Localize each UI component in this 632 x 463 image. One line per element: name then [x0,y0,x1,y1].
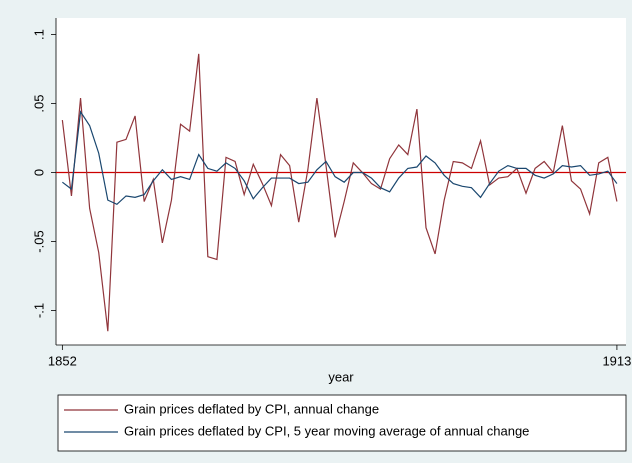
series-line [61,110,618,205]
y-tick-label: .05 [31,95,46,113]
legend-label: Grain prices deflated by CPI, annual cha… [124,401,379,416]
legend-label: Grain prices deflated by CPI, 5 year mov… [124,423,529,438]
plot-area [56,18,626,345]
x-tick-label: 1852 [48,353,77,368]
y-tick-label: -.1 [31,303,46,318]
series-line [61,53,618,332]
x-tick-label: 1913 [602,353,631,368]
legend [57,394,627,452]
x-axis-label: year [328,369,354,384]
y-tick-label: 0 [31,169,46,176]
y-tick-label: .1 [31,29,46,40]
y-tick-label: -.05 [31,230,46,252]
